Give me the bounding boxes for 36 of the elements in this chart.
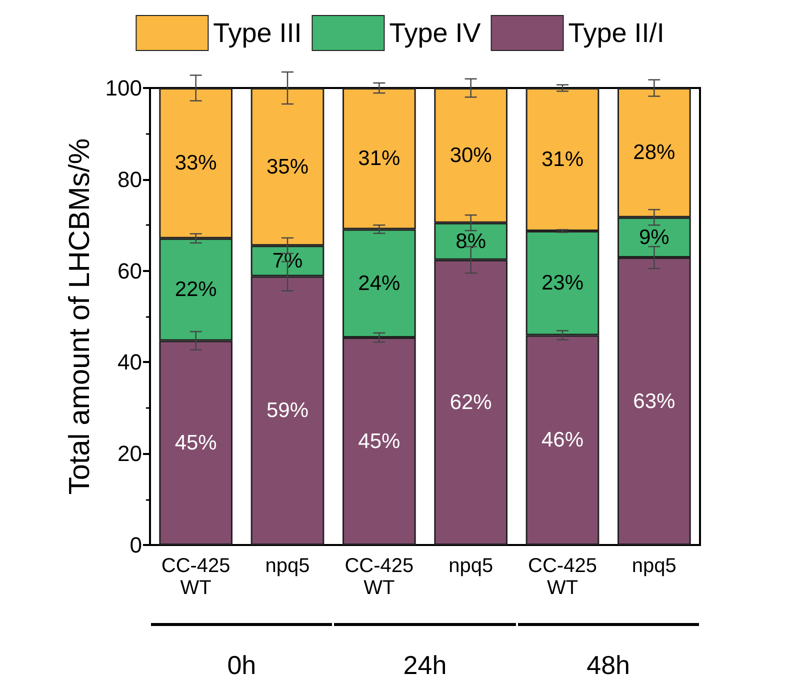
x-tick-label: npq5 [265,555,310,577]
data-label: 31% [358,147,400,170]
data-label: 45% [358,430,400,453]
x-tick-label: CC-425 WT [528,555,597,599]
data-label: 9% [638,226,670,249]
data-label: 46% [541,428,584,452]
x-tick-label: CC-425 WT [161,555,230,599]
data-label: 31% [541,148,584,172]
data-label: 59% [266,399,309,422]
y-axis-title: Total amount of LHCBMs/% [64,138,96,495]
legend-label: Type IV [389,18,481,48]
data-label: 22% [174,278,217,302]
y-tick-label: 20 [118,441,142,466]
y-tick-label: 80 [118,166,142,192]
data-label: 30% [450,144,492,167]
data-label: 24% [358,272,400,295]
legend-label: Type III [213,18,302,48]
text: 0h [226,650,258,681]
x-tick-label: npq5 [448,555,494,577]
y-tick-label: 60 [118,258,142,284]
text: 24h [402,650,448,681]
data-label: 8% [456,230,486,253]
data-label: 63% [633,390,676,413]
data-label: 35% [266,155,309,178]
data-label: 62% [450,390,492,414]
y-tick-label: 40 [118,350,142,375]
data-label: 28% [633,141,676,164]
y-tick-label: 0 [130,532,142,558]
legend-label: Type II/I [568,18,664,48]
text: 48h [586,650,632,681]
x-tick-label: CC-425 WT [344,555,414,599]
y-tick-label: 100 [105,76,142,100]
data-label: 45% [174,431,217,454]
data-label: 33% [174,152,217,175]
x-tick-label: npq5 [632,555,676,577]
data-label: 23% [541,272,584,295]
